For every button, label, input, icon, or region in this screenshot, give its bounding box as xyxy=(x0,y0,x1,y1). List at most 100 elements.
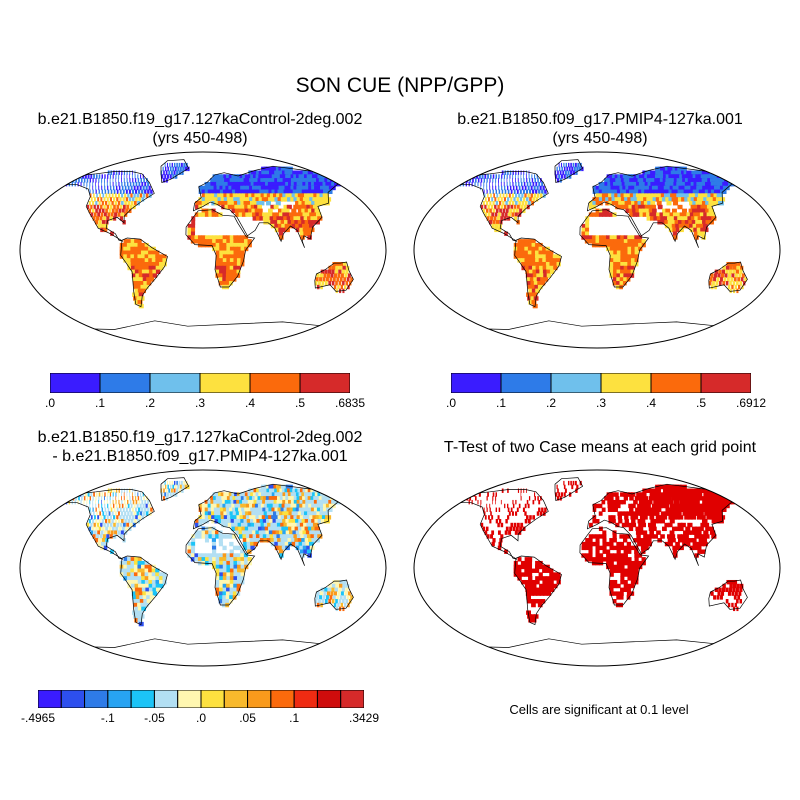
grid-cell xyxy=(623,496,628,501)
grid-cell xyxy=(119,216,124,221)
grid-cell xyxy=(628,204,633,210)
grid-cell xyxy=(660,511,666,516)
grid-cell xyxy=(142,595,148,600)
grid-cell xyxy=(121,496,122,501)
grid-cell xyxy=(330,273,334,278)
grid-cell xyxy=(322,511,329,516)
grid-cell xyxy=(615,204,620,210)
grid-cell xyxy=(637,553,643,558)
grid-cell xyxy=(263,185,270,191)
grid-cell xyxy=(572,170,575,175)
grid-cell xyxy=(169,174,172,179)
grid-cell xyxy=(498,189,501,194)
grid-cell xyxy=(347,284,350,290)
grid-cell xyxy=(235,212,240,217)
grid-cell xyxy=(238,193,244,198)
grid-cell xyxy=(270,541,276,547)
grid-cell xyxy=(492,220,496,225)
grid-cell xyxy=(258,526,263,532)
grid-cell xyxy=(218,277,223,282)
grid-cell xyxy=(134,507,138,512)
grid-cell xyxy=(527,185,530,191)
grid-cell xyxy=(279,235,284,240)
grid-cell xyxy=(672,503,679,509)
grid-cell xyxy=(213,507,218,512)
grid-cell xyxy=(295,545,301,551)
grid-cell xyxy=(657,193,663,198)
grid-cell xyxy=(117,193,120,198)
grid-cell xyxy=(640,178,646,183)
grid-cell xyxy=(113,522,116,528)
grid-cell xyxy=(152,591,158,596)
grid-cell xyxy=(294,193,301,198)
grid-cell xyxy=(607,499,612,505)
grid-cell xyxy=(121,170,123,175)
grid-cell xyxy=(657,503,664,509)
grid-cell xyxy=(540,496,542,501)
grid-cell xyxy=(588,553,593,558)
grid-cell xyxy=(698,208,704,214)
colorbar-tick-label: .0 xyxy=(195,711,207,725)
grid-cell xyxy=(280,197,286,202)
grid-cell xyxy=(222,246,227,252)
grid-cell xyxy=(492,208,496,214)
grid-cell xyxy=(626,511,632,516)
grid-cell xyxy=(222,254,227,259)
grid-cell xyxy=(639,197,645,202)
grid-cell xyxy=(215,560,220,566)
grid-cell xyxy=(653,189,659,194)
grid-cell xyxy=(137,519,140,524)
grid-cell xyxy=(581,166,584,172)
grid-cell xyxy=(520,572,526,577)
colorbar-top-left-labels: .0.1.2.3.4.5.6835 xyxy=(45,396,365,412)
grid-cell xyxy=(111,526,115,532)
grid-cell xyxy=(332,579,337,585)
grid-cell xyxy=(616,541,621,547)
grid-cell xyxy=(255,197,261,202)
grid-cell xyxy=(698,507,705,512)
grid-cell xyxy=(109,522,113,528)
grid-cell xyxy=(234,526,240,532)
grid-cell xyxy=(303,534,309,539)
grid-cell xyxy=(544,507,547,512)
grid-cell xyxy=(323,273,327,278)
grid-cell xyxy=(109,515,112,520)
grid-cell xyxy=(226,174,231,179)
grid-cell xyxy=(211,541,217,547)
grid-cell xyxy=(510,204,514,210)
grid-cell xyxy=(698,220,704,225)
grid-cell xyxy=(208,239,213,244)
grid-cell xyxy=(638,208,644,214)
grid-cell xyxy=(638,204,643,210)
grid-cell xyxy=(537,602,543,608)
grid-cell xyxy=(237,564,242,570)
grid-cell xyxy=(335,261,340,267)
grid-cell xyxy=(215,572,220,577)
grid-cell xyxy=(151,579,157,585)
grid-cell xyxy=(604,178,608,183)
grid-cell xyxy=(171,162,173,168)
grid-cell xyxy=(623,265,628,271)
grid-cell xyxy=(529,515,532,520)
grid-cell xyxy=(278,519,285,524)
grid-cell xyxy=(302,212,308,217)
grid-cell xyxy=(496,216,500,221)
grid-cell xyxy=(609,591,614,596)
grid-cell xyxy=(528,618,534,623)
grid-cell xyxy=(299,545,304,551)
grid-cell xyxy=(148,261,153,267)
grid-cell xyxy=(220,193,225,198)
grid-cell xyxy=(535,189,538,194)
grid-cell xyxy=(684,197,690,202)
grid-cell xyxy=(127,519,131,524)
grid-cell xyxy=(253,189,259,194)
grid-cell xyxy=(684,503,691,509)
grid-cell xyxy=(711,216,717,221)
grid-cell xyxy=(123,564,128,570)
grid-cell xyxy=(222,261,227,267)
grid-cell xyxy=(233,515,238,520)
grid-cell xyxy=(201,208,206,214)
grid-cell xyxy=(262,534,268,539)
grid-cell xyxy=(649,492,655,497)
grid-cell xyxy=(696,223,701,229)
